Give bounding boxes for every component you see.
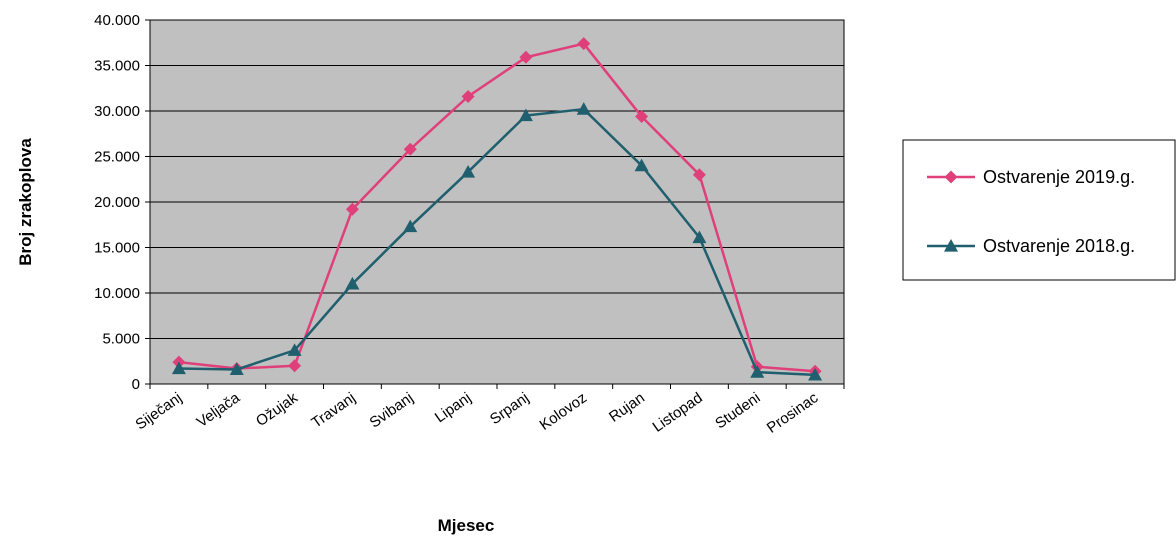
y-tick-label: 20.000 [94, 194, 140, 211]
data-point-marker [576, 102, 591, 115]
x-tick-label: Listopad [649, 389, 705, 435]
data-point-marker [750, 365, 765, 378]
data-point-marker [461, 164, 476, 178]
x-tick-label: Ožujak [253, 389, 301, 430]
data-point-marker [345, 276, 360, 290]
data-point-marker [287, 343, 302, 356]
x-tick-label: Rujan [606, 389, 648, 425]
grid-lines [150, 65, 844, 339]
y-tick-label: 25.000 [94, 149, 140, 166]
series-2 [171, 102, 823, 381]
y-tick-labels: 0 5.000 10.000 15.000 20.000 25.000 30.000 35.0… [94, 12, 140, 393]
x-tick-label: Kolovoz [537, 389, 590, 434]
data-point-marker [808, 367, 823, 381]
x-tick-label: Veljača [194, 389, 244, 431]
data-point-marker [692, 168, 706, 182]
x-tick-label: Srpanj [487, 389, 532, 428]
x-tick-label: Siječanj [132, 389, 185, 433]
data-point-marker [288, 359, 302, 373]
y-tick-label: 15.000 [94, 240, 140, 257]
series-1 [172, 37, 822, 378]
data-point-marker [403, 219, 418, 233]
x-tick-label: Travanj [308, 389, 358, 431]
x-tick-label: Svibanj [366, 389, 416, 431]
data-point-marker [171, 361, 186, 375]
x-tick-labels: Siječanj Veljača Ožujak Travanj Svibanj Lipan… [132, 389, 821, 437]
y-tick-label: 10.000 [94, 285, 140, 302]
axes [145, 19, 845, 389]
data-point-marker [345, 202, 359, 216]
data-point-marker [944, 170, 958, 184]
legend-label: Ostvarenje 2018.g. [983, 236, 1135, 256]
series [171, 37, 823, 381]
legend-label: Ostvarenje 2019.g. [983, 167, 1135, 187]
series-line [178, 42, 816, 373]
data-point-marker [577, 37, 591, 51]
y-tick-label: 0 [132, 376, 140, 393]
data-point-marker [634, 158, 649, 172]
data-point-marker [403, 142, 417, 156]
data-point-marker [461, 89, 475, 103]
data-point-marker [518, 108, 533, 122]
x-axis-title: Mjesec [438, 516, 495, 535]
legend-box [902, 139, 1176, 281]
y-axis-title: Broj zrakoplova [16, 138, 35, 266]
y-tick-label: 5.000 [102, 331, 140, 348]
legend: Ostvarenje 2019.g. Ostvarenje 2018.g. [902, 139, 1176, 281]
data-point-marker [692, 230, 707, 244]
data-point-marker [229, 362, 244, 376]
x-tick-label: Studeni [712, 389, 763, 432]
series-line [178, 107, 816, 377]
data-point-marker [635, 109, 649, 123]
y-tick-label: 35.000 [94, 58, 140, 75]
data-point-marker [944, 239, 958, 252]
x-tick-label: Prosinac [764, 389, 822, 437]
y-tick-label: 40.000 [94, 12, 140, 29]
x-tick-label: Lipanj [432, 389, 475, 426]
data-point-marker [519, 50, 533, 64]
y-tick-label: 30.000 [94, 103, 140, 120]
